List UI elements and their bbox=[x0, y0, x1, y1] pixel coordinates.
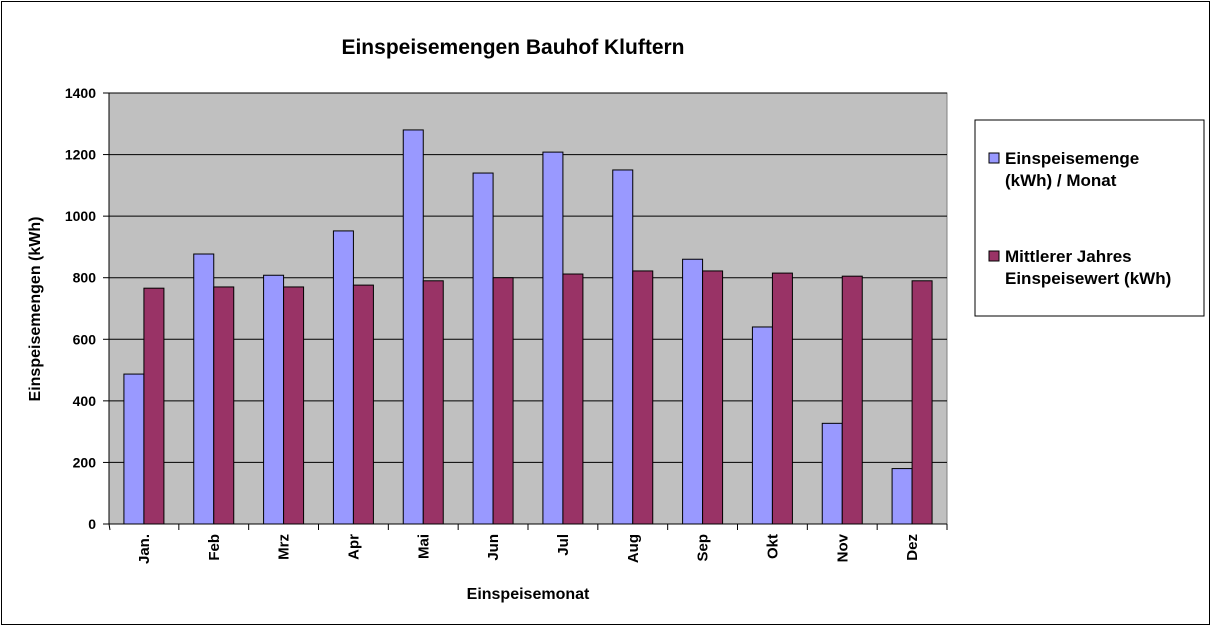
bar-average bbox=[562, 273, 584, 525]
legend-box bbox=[974, 119, 1205, 317]
x-tick-mark bbox=[108, 523, 111, 531]
plot-background bbox=[108, 92, 948, 525]
legend: Einspeisemenge (kWh) / Monat Mittlerer Jah… bbox=[974, 119, 1205, 317]
x-tick-label: Mrz bbox=[276, 534, 293, 560]
bar-monthly bbox=[751, 326, 773, 525]
y-tick-label: 1000 bbox=[65, 208, 96, 224]
x-tick-label: Feb bbox=[206, 534, 223, 561]
legend-label-line: Einspeisewert (kWh) bbox=[1005, 269, 1171, 288]
bar-average bbox=[632, 270, 654, 525]
bar-average bbox=[422, 280, 444, 525]
legend-swatch-monthly bbox=[988, 152, 1000, 164]
bar-monthly bbox=[193, 253, 215, 525]
x-tick-label: Aug bbox=[625, 534, 642, 563]
plot-area: 0 200 400 600 800 1000 1200 1400 Jan. Feb Mrz Apr Ma… bbox=[65, 85, 948, 564]
x-tick-label: Mai bbox=[415, 534, 432, 559]
bar-average bbox=[771, 272, 793, 525]
bar-monthly bbox=[612, 169, 634, 525]
legend-label-line: (kWh) / Monat bbox=[1005, 171, 1117, 190]
x-tick-label: Jan. bbox=[136, 534, 153, 564]
bar-monthly bbox=[542, 151, 564, 525]
x-tick-label: Dez bbox=[904, 534, 921, 561]
bar-average bbox=[283, 286, 305, 525]
y-tick-label: 1200 bbox=[65, 147, 96, 163]
x-tick-label: Apr bbox=[345, 534, 362, 560]
x-axis-label: Einspeisemonat bbox=[467, 586, 590, 603]
y-axis-label: Einspeisemengen (kWh) bbox=[27, 217, 44, 402]
y-tick-label: 600 bbox=[73, 331, 97, 347]
bar-average bbox=[911, 280, 933, 525]
legend-label-monthly: Einspeisemenge (kWh) / Monat bbox=[1005, 149, 1139, 190]
bar-average bbox=[352, 284, 374, 525]
bar-monthly bbox=[123, 373, 145, 525]
legend-label-line: Mittlerer Jahres bbox=[1005, 247, 1132, 266]
bar-monthly bbox=[821, 422, 843, 525]
y-tick-label: 800 bbox=[73, 270, 97, 286]
x-tick-label: Jul bbox=[555, 534, 572, 556]
y-tick-label: 0 bbox=[88, 516, 96, 532]
x-tick-label: Sep bbox=[695, 534, 712, 562]
x-tick-label: Okt bbox=[764, 534, 781, 559]
y-tick-label: 400 bbox=[73, 393, 97, 409]
bar-average bbox=[213, 286, 235, 525]
bar-average bbox=[492, 277, 514, 525]
bar-monthly bbox=[891, 468, 913, 525]
legend-label-line: Einspeisemenge bbox=[1005, 149, 1139, 168]
legend-items: Einspeisemenge (kWh) / Monat Mittlerer Jah… bbox=[988, 149, 1171, 288]
bar-average bbox=[702, 270, 724, 525]
bar-monthly bbox=[332, 230, 354, 525]
bar-monthly bbox=[402, 129, 424, 525]
bar-monthly bbox=[682, 258, 704, 525]
y-tick-label: 200 bbox=[73, 454, 97, 470]
y-tick-label: 1400 bbox=[65, 85, 96, 101]
legend-swatch-average bbox=[988, 250, 1000, 262]
x-tick-label: Jun bbox=[485, 534, 502, 561]
bar-monthly bbox=[472, 172, 494, 525]
x-tick-label: Nov bbox=[834, 533, 851, 562]
chart-title: Einspeisemengen Bauhof Kluftern bbox=[341, 36, 684, 59]
bar-monthly bbox=[263, 274, 285, 525]
bar-average bbox=[143, 287, 165, 525]
bar-average bbox=[841, 275, 863, 525]
legend-label-average: Mittlerer Jahres Einspeisewert (kWh) bbox=[1005, 247, 1171, 288]
